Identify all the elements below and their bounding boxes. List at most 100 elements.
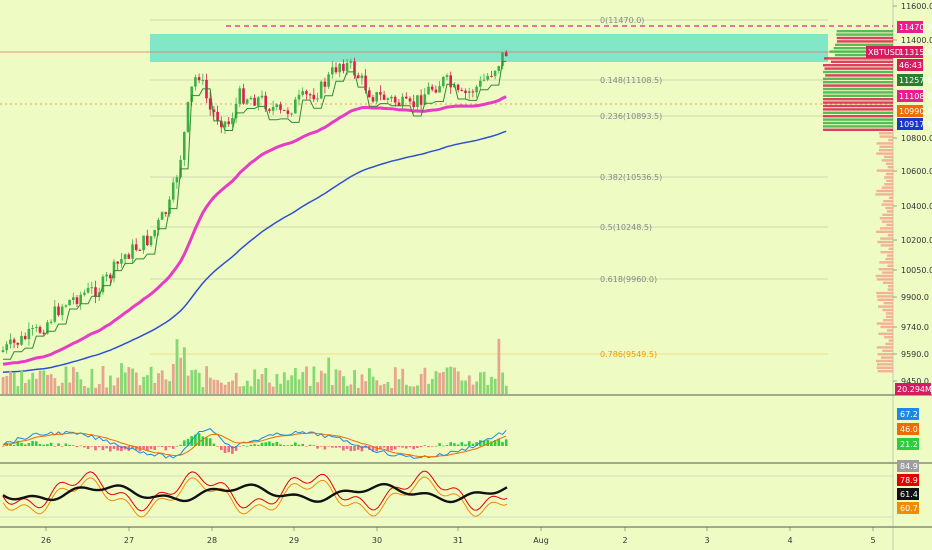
macd-histogram-bar <box>201 436 205 446</box>
volume-bar <box>427 383 430 394</box>
volume-bar <box>471 384 475 394</box>
fib-level-label: 0.786(9549.5) <box>600 350 657 359</box>
volume-bar <box>460 380 464 394</box>
volume-bar <box>456 371 460 394</box>
candle-body <box>282 109 286 111</box>
macd-histogram-bar <box>220 446 223 451</box>
volume-profile-bar <box>876 189 893 193</box>
macd-histogram-bar <box>464 444 467 446</box>
price-tag-label: 11315.5 <box>899 48 932 57</box>
volume-bar <box>405 384 408 394</box>
volume-bar <box>301 372 305 394</box>
volume-profile <box>823 30 893 373</box>
volume-bar <box>57 386 60 394</box>
price-tick-label: 11600.0 <box>901 2 932 11</box>
candle-body <box>368 90 371 98</box>
macd-histogram-bar <box>57 443 60 446</box>
candle-body <box>342 63 345 72</box>
volume-profile-bar <box>886 179 893 182</box>
candle-body <box>120 259 123 264</box>
volume-profile-bar <box>877 298 893 301</box>
candle-body <box>212 109 216 112</box>
volume-bar <box>38 370 42 394</box>
candle-body <box>149 236 153 246</box>
volume-profile-bar <box>823 91 893 94</box>
macd-histogram-bar <box>153 446 156 450</box>
macd-histogram-bar <box>290 444 293 446</box>
candle-body <box>353 61 356 76</box>
macd-histogram-bar <box>149 446 153 450</box>
volume-profile-bar <box>884 155 893 159</box>
price-tag-label: 10990.5 <box>899 107 932 116</box>
volume-bar <box>9 370 12 394</box>
time-tick-label: 27 <box>124 536 134 545</box>
time-tick-label: 31 <box>453 536 463 545</box>
volume-profile-bar <box>825 74 893 77</box>
volume-profile-bar <box>823 111 893 114</box>
volume-profile-bar <box>876 278 893 281</box>
volume-bar <box>442 371 445 394</box>
volume-bar <box>453 367 456 394</box>
volume-profile-bar <box>887 234 893 237</box>
macd-histogram-bar <box>134 446 138 451</box>
resistance-zone[interactable] <box>150 34 828 62</box>
macd-histogram-bar <box>475 442 478 446</box>
volume-bar <box>23 382 27 394</box>
price-axis[interactable]: 11600.0 11400.0 10800.0 10600.0 10400.0 10200… <box>893 2 932 386</box>
candle-body <box>38 327 42 333</box>
macd-histogram-bar <box>97 446 101 448</box>
volume-bar <box>120 363 123 394</box>
volume-profile-bar <box>830 60 893 63</box>
volume-profile-bar <box>882 271 893 274</box>
candle-body <box>75 297 79 304</box>
macd-histogram-bar <box>27 443 31 446</box>
volume-profile-bar <box>876 169 893 172</box>
volume-bar <box>16 386 20 394</box>
volume-bar <box>438 372 442 394</box>
volume-bar <box>408 386 412 394</box>
fib-retracement[interactable]: 0(11470.0) 0.148(11108.5) 0.236(10893.5) 0.… <box>150 16 828 359</box>
volume-bar <box>94 387 97 394</box>
macd-histogram-bar <box>412 446 415 450</box>
volume-bar <box>53 378 57 394</box>
candle-body <box>312 94 316 100</box>
volume-bar <box>282 372 286 394</box>
volume-bar <box>493 378 497 394</box>
macd-tag <box>897 423 919 435</box>
macd-histogram-bar <box>183 440 186 446</box>
volume-bar <box>334 369 338 394</box>
volume-profile-bar <box>884 336 893 339</box>
macd-histogram-bar <box>35 441 38 446</box>
volume-bar <box>379 385 382 394</box>
volume-bar <box>264 367 268 394</box>
candle-body <box>486 75 489 80</box>
volume-profile-bar <box>824 67 893 70</box>
time-axis[interactable]: 26 27 28 29 30 31 Aug 2 3 4 5 <box>41 527 876 545</box>
candle-body <box>497 66 501 71</box>
price-tag <box>897 59 923 71</box>
volume-profile-bar <box>881 203 893 206</box>
volume-profile-bar <box>888 339 893 342</box>
volume-bar <box>316 382 319 394</box>
macd-histogram-bar <box>160 446 164 447</box>
candle-body <box>501 52 504 67</box>
candle-body <box>46 322 49 334</box>
volume-bar <box>216 380 220 394</box>
volume-bar <box>5 375 9 394</box>
price-tick-label: 10200.0 <box>901 236 932 245</box>
macd-histogram-bar <box>434 445 438 447</box>
macd-histogram-bar <box>486 439 489 446</box>
volume-profile-bar <box>875 193 893 196</box>
volume-profile-bar <box>823 118 893 121</box>
candle-body <box>401 96 404 106</box>
candle-body <box>146 235 149 246</box>
macd-histogram-bar <box>112 446 116 449</box>
candle-body <box>220 120 223 128</box>
macd-histogram-bar <box>68 444 71 446</box>
macd-histogram-bar <box>90 446 94 447</box>
candle-body <box>83 292 86 295</box>
macd-tag <box>897 438 919 450</box>
macd-histogram-bar <box>449 442 452 446</box>
macd-histogram-bar <box>471 443 475 446</box>
